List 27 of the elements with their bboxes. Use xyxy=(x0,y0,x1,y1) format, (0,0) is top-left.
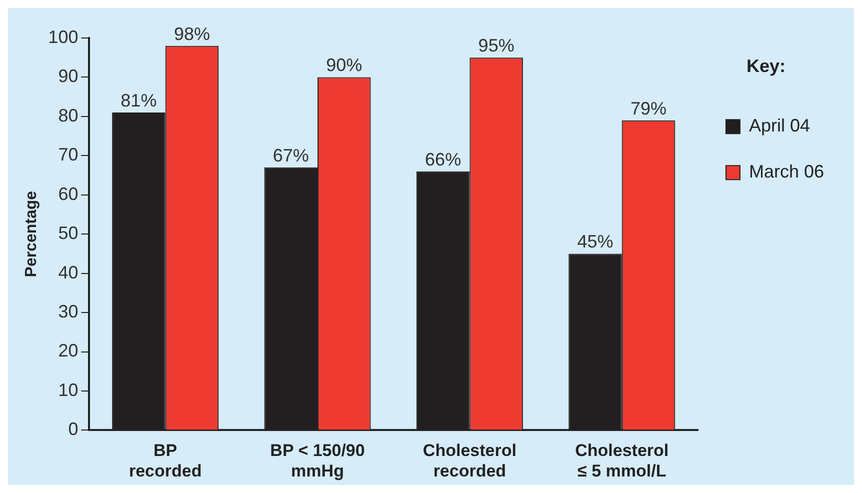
legend-title: Key: xyxy=(746,56,786,76)
y-tick-label: 90 xyxy=(58,66,78,86)
x-tick-label: Cholesterol ≤ 5 mmol/L xyxy=(575,441,669,480)
data-label: 79% xyxy=(630,98,667,118)
data-label: 98% xyxy=(174,24,210,44)
y-tick-label: 10 xyxy=(58,380,78,400)
data-label: 90% xyxy=(326,55,362,76)
data-label: 95% xyxy=(478,36,514,56)
y-tick-label: 20 xyxy=(58,340,78,361)
y-tick-label: 80 xyxy=(58,105,78,126)
legend-label: March 06 xyxy=(748,162,824,182)
y-tick-label: 50 xyxy=(58,223,78,244)
x-tick-label: Cholesterol recorded xyxy=(422,441,516,480)
y-axis-title: Percentage xyxy=(23,190,40,278)
x-tick-label: BP recorded xyxy=(128,441,202,480)
data-label: 81% xyxy=(120,90,157,110)
y-tick-label: 0 xyxy=(68,419,78,440)
y-tick-label: 30 xyxy=(58,302,78,322)
data-label: 45% xyxy=(577,232,614,252)
y-tick-label: 40 xyxy=(58,262,78,282)
y-tick-label: 100 xyxy=(48,26,78,47)
y-tick-label: 60 xyxy=(58,184,78,204)
x-tick-label: BP < 150/90 mmHg xyxy=(270,441,365,480)
data-label: 67% xyxy=(272,145,309,166)
legend-label: April 04 xyxy=(748,116,810,136)
y-tick-label: 70 xyxy=(58,144,78,165)
data-label: 66% xyxy=(425,149,462,170)
